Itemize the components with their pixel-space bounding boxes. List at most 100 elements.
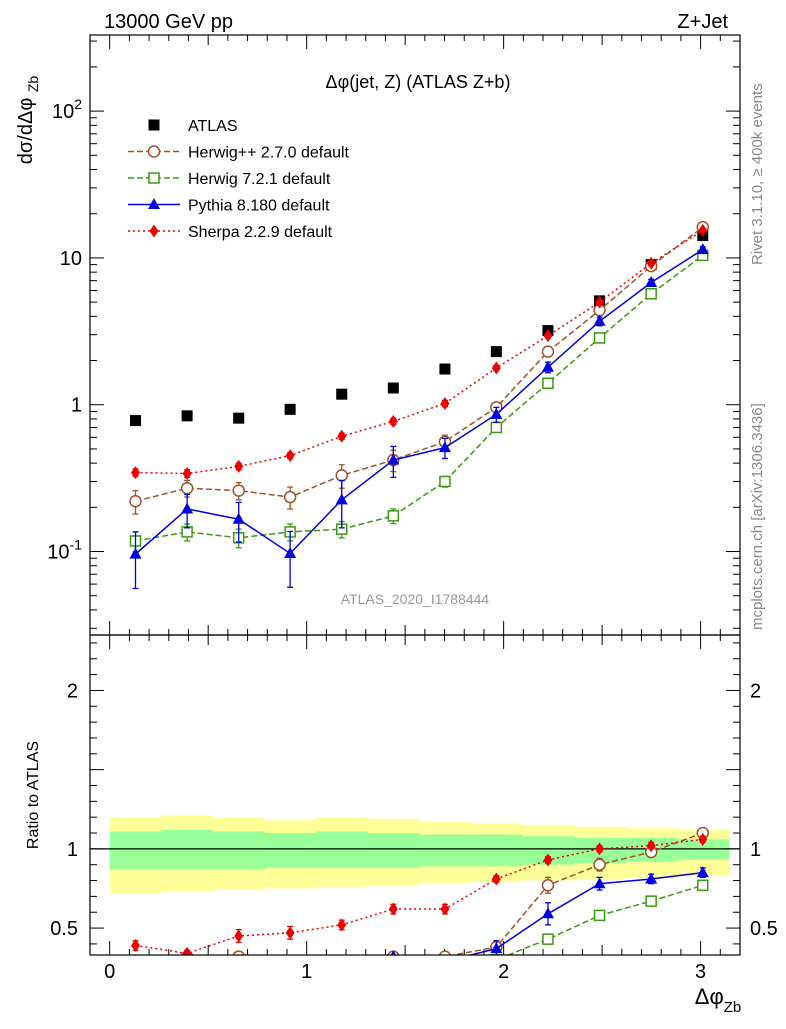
point-herwig7 (593, 332, 606, 344)
ratio-point-pythia (541, 907, 554, 919)
series-line-herwigpp (135, 226, 704, 502)
ratio-point-herwigpp (285, 962, 296, 973)
xtick-label: 0 (104, 961, 115, 983)
ratio-point-herwig7 (645, 895, 657, 907)
point-pythia (645, 276, 658, 288)
ratio-line-sherpa (135, 838, 703, 955)
point-sherpa (337, 429, 347, 443)
ratio-ytick-label: 0.5 (50, 918, 78, 940)
legend-label-pythia: Pythia 8.180 default (188, 198, 330, 215)
mcplots-annotation: mcplots.cern.ch [arXiv:1306.3436] (749, 403, 766, 630)
point-pythia (387, 453, 400, 465)
point-pythia (129, 547, 142, 559)
rivet-annotation: Rivet 3.1.10, ≥ 400k events (749, 83, 766, 265)
ratio-point-sherpa (182, 946, 192, 955)
xtick-label: 1 (301, 961, 312, 983)
legend-label-herwigpp: Herwig++ 2.7.0 default (188, 145, 350, 162)
legend-marker-pythia (148, 198, 160, 209)
ratio-point-pythia (444, 954, 446, 955)
point-herwigpp (232, 484, 245, 497)
point-herwig7 (542, 377, 554, 390)
point-atlas (439, 363, 451, 375)
ratio-ytick-label-right: 2 (750, 680, 761, 702)
ratio-ytick-label: 2 (67, 680, 78, 702)
ratio-point-pythia (336, 971, 348, 982)
point-herwig7 (645, 288, 657, 300)
point-herwig7 (387, 510, 400, 522)
ratio-point-herwigpp (541, 879, 555, 892)
ratio-point-sherpa (595, 842, 605, 856)
ratio-point-pythia (181, 964, 193, 975)
ratio-point-herwig7 (697, 879, 709, 892)
ratio-point-pythia (284, 985, 296, 996)
band-inner (419, 834, 472, 867)
point-sherpa (543, 329, 553, 343)
point-pythia (593, 314, 606, 326)
ratio-point-pythia (593, 877, 606, 889)
ratio-point-pythia (130, 982, 142, 993)
ratio-point-herwig7 (182, 977, 192, 987)
x-axis-label: ΔφZb (695, 984, 741, 1016)
main-ytick-label-exp: -1 (70, 537, 83, 553)
ratio-point-herwig7 (593, 909, 606, 922)
ratio-point-herwigpp (593, 858, 606, 871)
ratio-point-pythia (490, 942, 503, 954)
band-inner (470, 834, 523, 867)
band-inner (367, 833, 420, 868)
point-pythia (490, 407, 503, 419)
point-herwigpp (335, 469, 348, 482)
ratio-point-herwigpp (130, 957, 141, 968)
ratio-point-sherpa (543, 853, 553, 867)
point-sherpa (491, 361, 501, 375)
band-inner (315, 831, 369, 868)
ratio-ylabel: Ratio to ATLAS (25, 741, 42, 849)
legend-marker-sherpa (149, 224, 159, 238)
ratio-point-sherpa (131, 938, 140, 952)
point-herwig7 (439, 475, 451, 488)
ratio-line-herwigpp (449, 832, 704, 955)
point-atlas (387, 382, 399, 394)
ratio-point-herwig7 (542, 933, 554, 945)
legend-label-sherpa: Sherpa 2.2.9 default (188, 224, 333, 241)
ratio-point-sherpa (440, 902, 450, 916)
main-ylabel: dσ/dΔφ Zb (15, 76, 41, 165)
series-line-pythia (135, 248, 704, 555)
point-herwigpp (541, 345, 555, 358)
point-pythia (181, 502, 194, 514)
ratio-line-pythia (467, 871, 703, 955)
point-sherpa (234, 459, 244, 473)
point-pythia (696, 243, 709, 255)
point-pythia (438, 441, 451, 453)
ratio-point-herwigpp (232, 950, 245, 955)
ratio-line-herwig7 (506, 884, 703, 955)
main-ytick-label: 102 (52, 96, 82, 123)
point-atlas (284, 403, 296, 415)
ratio-point-sherpa (234, 929, 244, 943)
ratio-point-sherpa (285, 926, 295, 940)
ratio-point-sherpa (388, 902, 398, 916)
ratio-point-herwig7 (440, 975, 450, 985)
main-ylabel-sub: Zb (25, 76, 41, 93)
band-inner (264, 833, 317, 868)
point-sherpa (698, 223, 708, 237)
legend-marker-herwig7 (148, 172, 160, 184)
point-atlas (181, 410, 193, 422)
point-atlas (130, 415, 141, 427)
legend-label-herwig7: Herwig 7.2.1 default (188, 171, 331, 188)
point-pythia (541, 360, 554, 372)
point-herwigpp (180, 481, 194, 495)
ratio-point-sherpa (337, 918, 347, 932)
ratio-point-herwigpp (336, 957, 347, 968)
legend-marker-herwigpp (147, 145, 161, 158)
ratio-point-herwigpp (438, 950, 451, 955)
ratio-point-herwig7 (388, 982, 398, 992)
point-sherpa (388, 414, 398, 428)
point-sherpa (646, 256, 656, 270)
ratio-marks (130, 826, 710, 996)
main-ytick-label-exp: 2 (74, 96, 82, 112)
header-left: 13000 GeV pp (104, 11, 233, 33)
ratio-frame (89, 634, 741, 956)
series-line-herwig7 (135, 254, 704, 542)
point-herwigpp (129, 495, 142, 508)
